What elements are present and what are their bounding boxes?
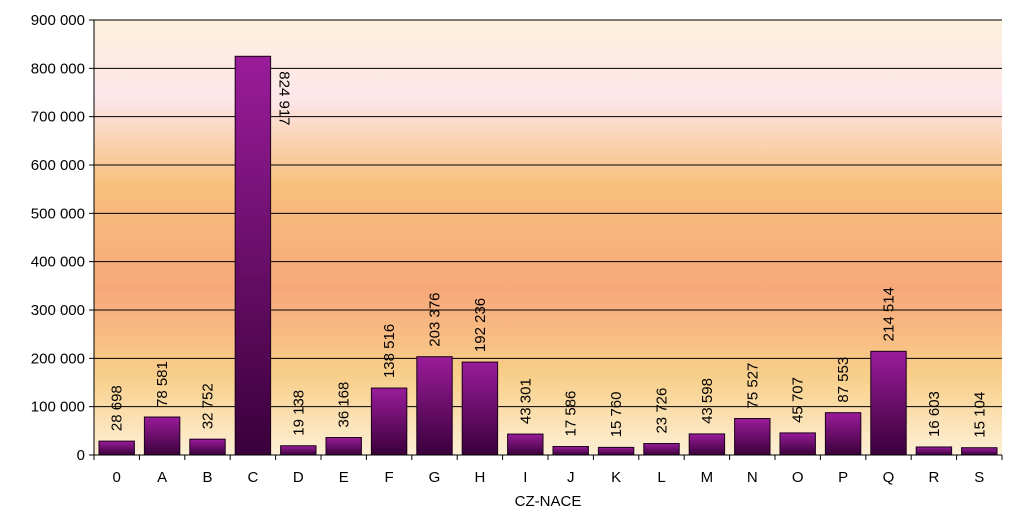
x-tick-label: Q [883, 469, 895, 486]
bar-D [280, 445, 317, 456]
plot-area [94, 20, 1002, 455]
bar-Q [870, 350, 907, 456]
bar-M [688, 433, 726, 456]
x-tick-label: G [429, 469, 441, 486]
data-label: 16 603 [926, 391, 943, 437]
data-label: 75 527 [744, 363, 761, 409]
x-tick-label: N [747, 469, 758, 486]
y-tick-label: 300 000 [31, 302, 85, 319]
data-label: 15 760 [608, 391, 625, 437]
x-tick-label: E [339, 469, 349, 486]
bar-E [325, 437, 362, 456]
data-label: 43 598 [699, 378, 716, 424]
x-tick-label: O [792, 469, 804, 486]
data-label: 78 581 [154, 361, 171, 407]
x-tick-label: F [385, 469, 394, 486]
bars [98, 55, 998, 456]
y-tick-label: 800 000 [31, 60, 85, 77]
data-label: 203 376 [427, 292, 444, 346]
bar-I [507, 433, 544, 456]
x-tick-label: R [928, 469, 939, 486]
x-tick-label: H [474, 469, 485, 486]
bar-J [552, 446, 589, 456]
y-tick-label: 500 000 [31, 205, 85, 222]
x-tick-label: P [838, 469, 848, 486]
data-label: 32 752 [200, 383, 217, 429]
data-label: 192 236 [472, 298, 489, 352]
data-label: 43 301 [517, 378, 534, 424]
bar-H [461, 361, 499, 456]
data-label: 45 707 [790, 377, 807, 423]
data-label: 824 917 [276, 71, 293, 125]
bar-P [824, 412, 862, 456]
x-tick-label: D [293, 469, 304, 486]
y-tick-label: 200 000 [31, 350, 85, 367]
x-tick-label: B [202, 469, 212, 486]
y-tick-label: 700 000 [31, 109, 85, 126]
data-label: 15 104 [971, 392, 988, 438]
y-axis: 0 100 000 200 000 300 000 400 000 500 000 600 … [31, 12, 95, 464]
bar-B [189, 438, 226, 456]
y-tick-label: 0 [77, 447, 85, 464]
bar-S [961, 447, 998, 456]
data-label: 19 138 [290, 390, 307, 436]
data-label: 214 514 [881, 287, 898, 341]
data-label: 17 586 [563, 391, 580, 437]
x-axis-title: CZ-NACE [515, 493, 582, 510]
data-label: 138 516 [381, 324, 398, 378]
bar-O [779, 432, 816, 456]
data-label: 87 553 [835, 357, 852, 403]
bar-C [234, 55, 272, 456]
x-tick-label: 0 [113, 469, 121, 486]
data-label: 28 698 [109, 385, 126, 431]
bar-0 [98, 440, 135, 456]
x-axis: 0 A B C D E F G H I J K L M N O P Q R S [93, 454, 1003, 486]
x-tick-label: C [247, 469, 258, 486]
bar-L [643, 443, 680, 456]
bar-R [915, 446, 953, 456]
x-tick-label: J [567, 469, 575, 486]
bar-N [734, 417, 771, 456]
bar-K [597, 446, 635, 456]
data-label: 36 168 [336, 382, 353, 428]
data-labels: 28 698 78 581 32 752 824 917 19 138 36 168 138… [109, 71, 989, 437]
data-label: 23 726 [654, 388, 671, 434]
y-tick-label: 100 000 [31, 399, 85, 416]
y-tick-label: 600 000 [31, 157, 85, 174]
bar-A [143, 416, 181, 456]
x-tick-label: A [157, 469, 167, 486]
y-tick-label: 900 000 [31, 12, 85, 29]
x-tick-label: K [611, 469, 621, 486]
x-tick-label: I [523, 469, 527, 486]
bar-F [370, 387, 408, 456]
x-tick-label: L [657, 469, 665, 486]
x-tick-label: S [974, 469, 984, 486]
bar-G [416, 356, 453, 456]
y-tick-label: 400 000 [31, 254, 85, 271]
x-tick-label: M [701, 469, 714, 486]
